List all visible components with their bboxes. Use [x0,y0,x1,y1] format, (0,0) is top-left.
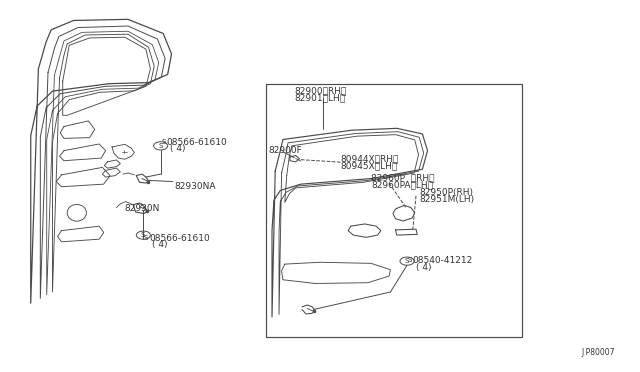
Text: S: S [144,235,148,241]
Text: ( 4): ( 4) [170,144,185,153]
Text: 82930N: 82930N [125,204,160,213]
Text: 80945X〈LH〉: 80945X〈LH〉 [340,161,397,170]
Text: 82960PA〈LH〉: 82960PA〈LH〉 [371,180,433,189]
Text: 82900F: 82900F [269,146,303,155]
Text: S: S [408,257,412,263]
Text: S: S [158,143,163,149]
Text: 82950P(RH): 82950P(RH) [419,188,473,197]
Text: S: S [404,258,409,264]
Text: 82901〈LH〉: 82901〈LH〉 [294,93,346,102]
Text: 08566-61610: 08566-61610 [150,234,211,243]
Text: J P80007: J P80007 [581,348,614,357]
Text: S: S [141,232,145,238]
Text: 80944X〈RH〉: 80944X〈RH〉 [340,155,399,164]
Text: ( 4): ( 4) [152,240,168,249]
Text: S: S [161,139,165,145]
Text: 08566-61610: 08566-61610 [166,138,227,147]
Text: 82951M(LH): 82951M(LH) [419,195,474,204]
Text: 82960P  〈RH〉: 82960P 〈RH〉 [371,173,435,182]
Bar [266,84,522,337]
Text: 08540-41212: 08540-41212 [413,256,473,265]
Text: 82930NA: 82930NA [175,182,216,190]
Text: ( 4): ( 4) [416,263,431,272]
Text: 82900〈RH〉: 82900〈RH〉 [294,86,347,95]
